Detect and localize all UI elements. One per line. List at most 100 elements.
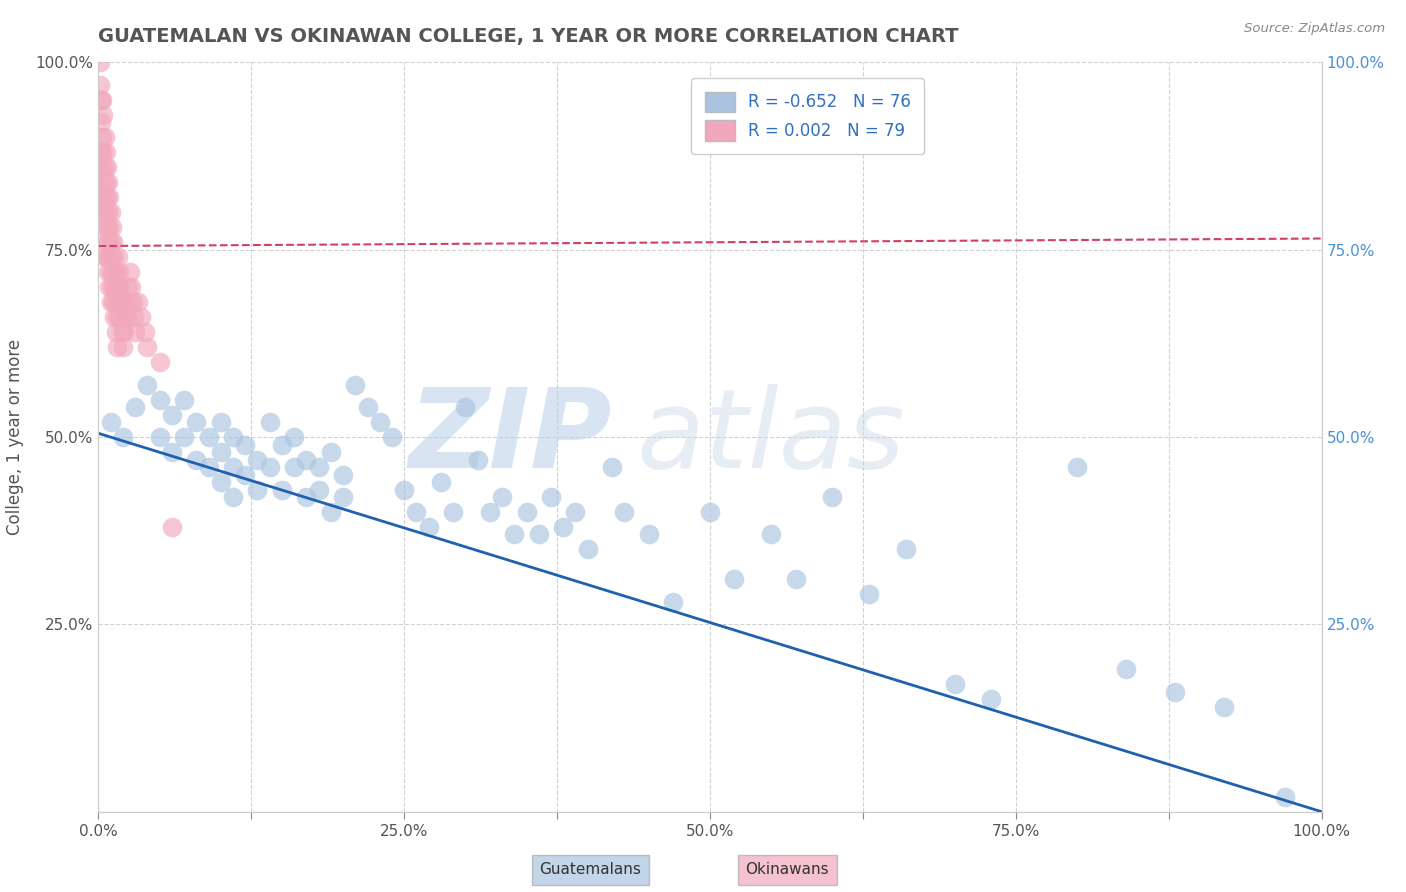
Point <box>332 490 354 504</box>
Point <box>478 505 501 519</box>
Point <box>124 400 146 414</box>
Point <box>149 392 172 407</box>
Point <box>319 445 342 459</box>
Point <box>91 175 114 189</box>
Point <box>93 161 115 175</box>
Text: atlas: atlas <box>637 384 905 491</box>
Point <box>332 467 354 482</box>
Point <box>613 505 636 519</box>
Point <box>540 490 562 504</box>
Point <box>149 430 172 444</box>
Point <box>101 250 124 264</box>
Point <box>98 250 121 264</box>
Point <box>104 265 127 279</box>
Point <box>160 445 183 459</box>
Point <box>858 587 880 601</box>
Point <box>93 130 115 145</box>
Point <box>283 430 305 444</box>
Point <box>368 415 391 429</box>
Point <box>91 108 114 122</box>
Point <box>246 452 269 467</box>
Point <box>108 295 131 310</box>
Point <box>122 310 145 325</box>
Point <box>103 280 125 294</box>
Point <box>136 340 159 354</box>
Point <box>553 520 575 534</box>
Point <box>93 220 115 235</box>
Point <box>110 310 132 325</box>
Point <box>576 542 599 557</box>
Point <box>405 505 427 519</box>
Point <box>100 235 122 250</box>
Point <box>319 505 342 519</box>
Point <box>295 452 318 467</box>
Text: ZIP: ZIP <box>409 384 612 491</box>
Point <box>418 520 440 534</box>
Point <box>270 437 294 451</box>
Point <box>600 460 623 475</box>
Point <box>104 295 127 310</box>
Point <box>637 527 661 541</box>
Point <box>90 145 112 160</box>
Point <box>943 677 966 691</box>
Point <box>114 295 136 310</box>
Point <box>186 415 208 429</box>
Point <box>381 430 404 444</box>
Point <box>1066 460 1088 475</box>
Text: GUATEMALAN VS OKINAWAN COLLEGE, 1 YEAR OR MORE CORRELATION CHART: GUATEMALAN VS OKINAWAN COLLEGE, 1 YEAR O… <box>98 27 959 45</box>
Point <box>100 205 122 219</box>
Point <box>94 145 117 160</box>
Point <box>115 310 138 325</box>
Point <box>662 595 685 609</box>
Point <box>105 310 128 325</box>
Point <box>222 430 245 444</box>
Point <box>97 205 120 219</box>
Point <box>103 310 125 325</box>
Point <box>283 460 305 475</box>
Point <box>356 400 378 414</box>
Text: Guatemalans: Guatemalans <box>540 863 641 877</box>
Point <box>233 467 256 482</box>
Y-axis label: College, 1 year or more: College, 1 year or more <box>7 339 24 535</box>
Point <box>699 505 721 519</box>
Point <box>89 78 111 92</box>
Point <box>134 325 156 339</box>
Point <box>308 483 330 497</box>
Point <box>108 265 131 279</box>
Point <box>98 220 121 235</box>
Point <box>392 483 416 497</box>
Point <box>91 190 114 204</box>
Point <box>980 692 1002 706</box>
Point <box>91 161 114 175</box>
Point <box>96 220 118 235</box>
Point <box>1164 685 1187 699</box>
Point <box>111 430 134 444</box>
Point <box>124 325 146 339</box>
Point <box>491 490 513 504</box>
Point <box>117 280 139 294</box>
Point <box>111 325 134 339</box>
Point <box>90 93 112 107</box>
Point <box>527 527 550 541</box>
Point <box>467 452 489 467</box>
Point <box>246 483 269 497</box>
Point <box>785 573 807 587</box>
Point <box>308 460 330 475</box>
Point <box>112 325 135 339</box>
Point <box>295 490 318 504</box>
Point <box>209 445 232 459</box>
Point <box>761 527 783 541</box>
Point <box>107 280 129 294</box>
Text: Source: ZipAtlas.com: Source: ZipAtlas.com <box>1244 22 1385 36</box>
Point <box>91 130 114 145</box>
Point <box>105 280 128 294</box>
Point <box>173 430 195 444</box>
Legend: R = -0.652   N = 76, R = 0.002   N = 79: R = -0.652 N = 76, R = 0.002 N = 79 <box>692 78 924 154</box>
Point <box>173 392 195 407</box>
Point <box>98 190 121 204</box>
Point <box>101 265 124 279</box>
Point <box>91 93 114 107</box>
Point <box>94 205 117 219</box>
Point <box>101 235 124 250</box>
Point <box>222 490 245 504</box>
